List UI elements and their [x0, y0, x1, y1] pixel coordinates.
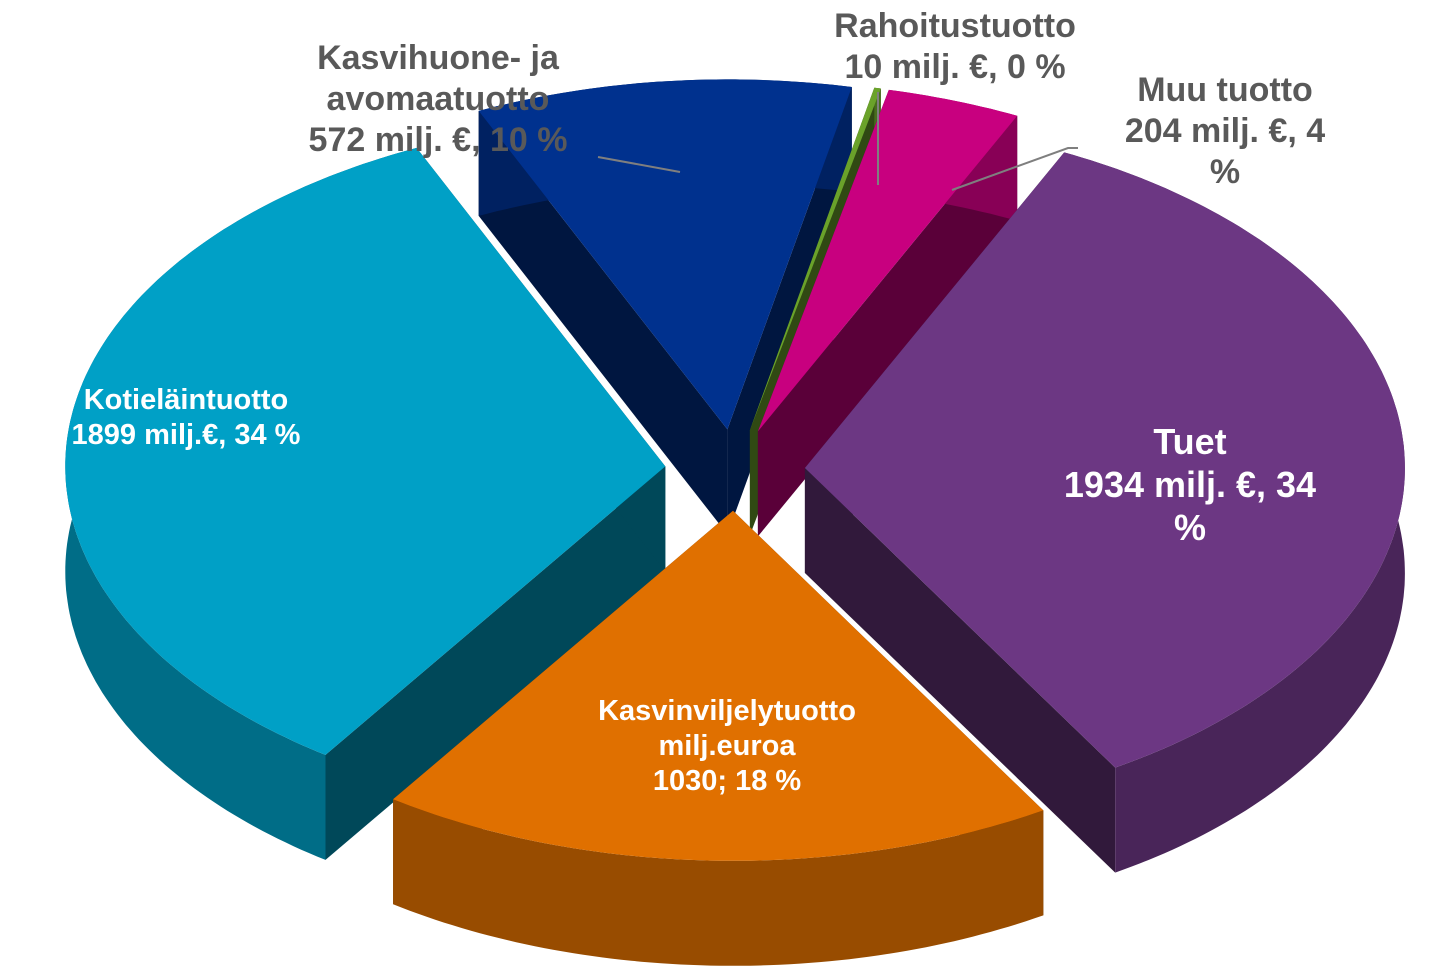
value-label: 572 milj. €, 10 %: [308, 120, 568, 159]
value-label: 204 milj. €, 4 %: [1124, 111, 1326, 191]
slice-label: Muu tuotto 204 milj. €, 4 %: [1113, 70, 1338, 192]
slice: [804, 152, 1405, 873]
slice-label: Kotieläintuotto 1899 milj.€, 34 %: [72, 383, 301, 453]
category-label: Rahoitustuotto: [834, 7, 1076, 45]
slice: [749, 87, 881, 431]
category-label: Kasvinviljelytuotto: [598, 695, 856, 727]
slice: [478, 79, 852, 535]
slice: [804, 152, 1405, 768]
slice: [65, 147, 666, 755]
slice-side: [325, 466, 666, 860]
slice: [393, 510, 1044, 861]
slice: [757, 89, 1018, 432]
leader-line: [597, 156, 681, 173]
value-label: 1934 milj. €, 34 %: [1063, 464, 1317, 549]
slice-side: [478, 110, 728, 535]
value-label: milj.euroa 1030; 18 %: [652, 729, 802, 797]
slice-side: [757, 115, 1018, 537]
slice: [478, 79, 852, 430]
category-label: Muu tuotto: [1137, 71, 1313, 109]
slice: [393, 510, 1044, 966]
slice-edge: [393, 799, 1044, 966]
slice-label: Kasvihuone- ja avomaatuotto 572 milj. €, …: [309, 38, 568, 160]
category-label: Kasvihuone- ja avomaatuotto: [317, 39, 559, 118]
leader-line: [951, 147, 1078, 191]
value-label: 10 milj. €, 0 %: [844, 47, 1066, 86]
slice-label: Rahoitustuotto 10 milj. €, 0 %: [834, 6, 1076, 88]
slice-label: Tuet 1934 milj. €, 34 %: [1060, 420, 1320, 550]
slice: [65, 147, 666, 860]
value-label: 1899 milj.€, 34 %: [71, 418, 301, 451]
category-label: Tuet: [1153, 421, 1227, 462]
slice-side: [804, 468, 1116, 873]
slice-label: Kasvinviljelytuotto milj.euroa 1030; 18 %: [598, 694, 856, 798]
category-label: Kotieläintuotto: [83, 384, 289, 416]
slice: [757, 89, 1018, 537]
pie: [65, 79, 1405, 966]
